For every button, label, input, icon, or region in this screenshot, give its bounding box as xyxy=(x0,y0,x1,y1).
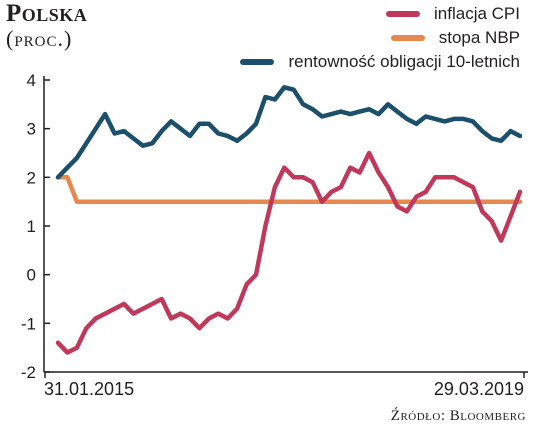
legend-swatch-nbp xyxy=(390,35,425,41)
series-line-1 xyxy=(55,175,523,204)
source-note: Źródło: Bloomberg xyxy=(390,408,526,424)
y-tick-label: 1 xyxy=(27,217,36,236)
chart-subtitle: (proc.) xyxy=(6,26,73,51)
legend-label-nbp: stopa NBP xyxy=(438,28,520,47)
chart-series xyxy=(55,85,523,355)
legend-swatch-bond xyxy=(240,59,275,65)
legend-item-bond: rentowność obligacji 10-letnich xyxy=(240,50,520,74)
y-tick-label: -2 xyxy=(21,363,36,382)
legend-item-cpi: inflacja CPI xyxy=(240,2,520,26)
y-tick-label: 3 xyxy=(27,120,36,139)
series-line-0 xyxy=(55,150,523,355)
legend-item-nbp: stopa NBP xyxy=(240,26,520,50)
chart-axes: 4 3 2 1 0 -1 -2 xyxy=(21,71,528,382)
chart-title: Polska xyxy=(6,0,88,27)
y-tick-label: 4 xyxy=(27,71,36,90)
x-axis-end-label: 29.03.2019 xyxy=(434,379,524,399)
y-tick-label: 2 xyxy=(27,168,36,187)
y-tick-label: 0 xyxy=(27,266,36,285)
legend-label-bond: rentowność obligacji 10-letnich xyxy=(288,52,520,71)
x-axis-start-label: 31.01.2015 xyxy=(44,379,134,399)
y-tick-label: -1 xyxy=(21,314,36,333)
legend-swatch-cpi xyxy=(386,11,421,17)
series-line-2 xyxy=(55,85,523,180)
legend-label-cpi: inflacja CPI xyxy=(434,4,520,23)
legend: inflacja CPI stopa NBP rentowność obliga… xyxy=(240,2,520,74)
